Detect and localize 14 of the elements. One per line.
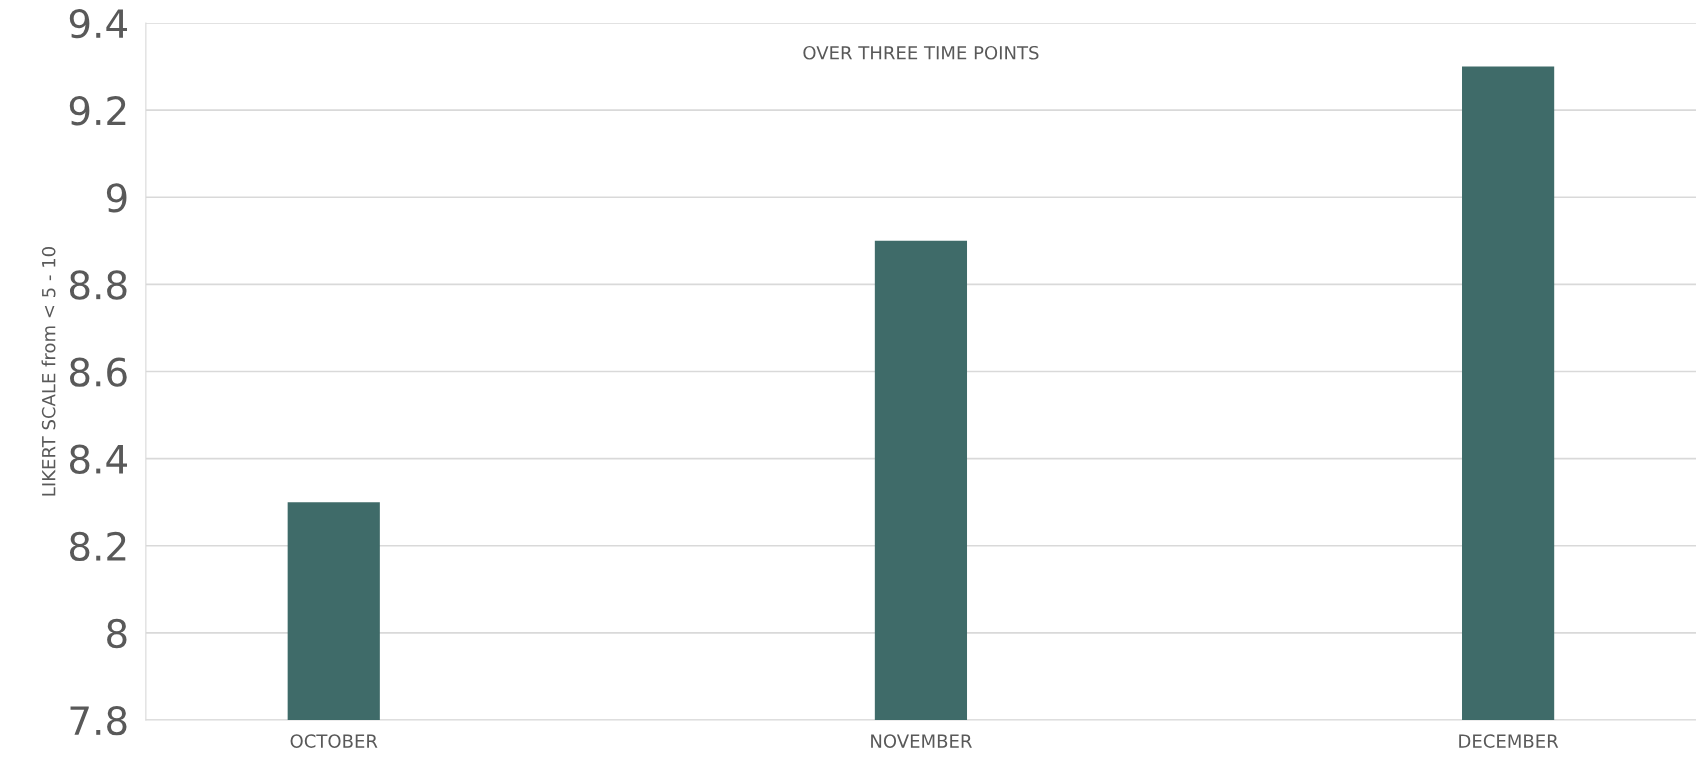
y-tick-label: 9 xyxy=(106,183,127,213)
y-axis-title: LIKERT SCALE from < 5 - 10 xyxy=(41,247,56,496)
y-tick-label: 8.4 xyxy=(69,444,128,474)
y-tick-label: 8.2 xyxy=(69,531,126,562)
y-tick-label: 8.6 xyxy=(69,357,127,387)
y-tick-label: 9.2 xyxy=(69,96,126,126)
x-tick-label: DECEMBER xyxy=(1459,734,1559,748)
text: OVER THREE TIME POINTS xyxy=(803,45,1039,60)
y-tick-label: 8 xyxy=(107,618,127,649)
y-tick-label: 7.8 xyxy=(70,705,127,736)
x-tick-label: OCTOBER xyxy=(290,734,378,748)
y-tick-label: 8.8 xyxy=(69,270,127,300)
x-tick-label: NOVEMBER xyxy=(871,734,972,748)
y-tick-label: 9.4 xyxy=(69,8,128,39)
